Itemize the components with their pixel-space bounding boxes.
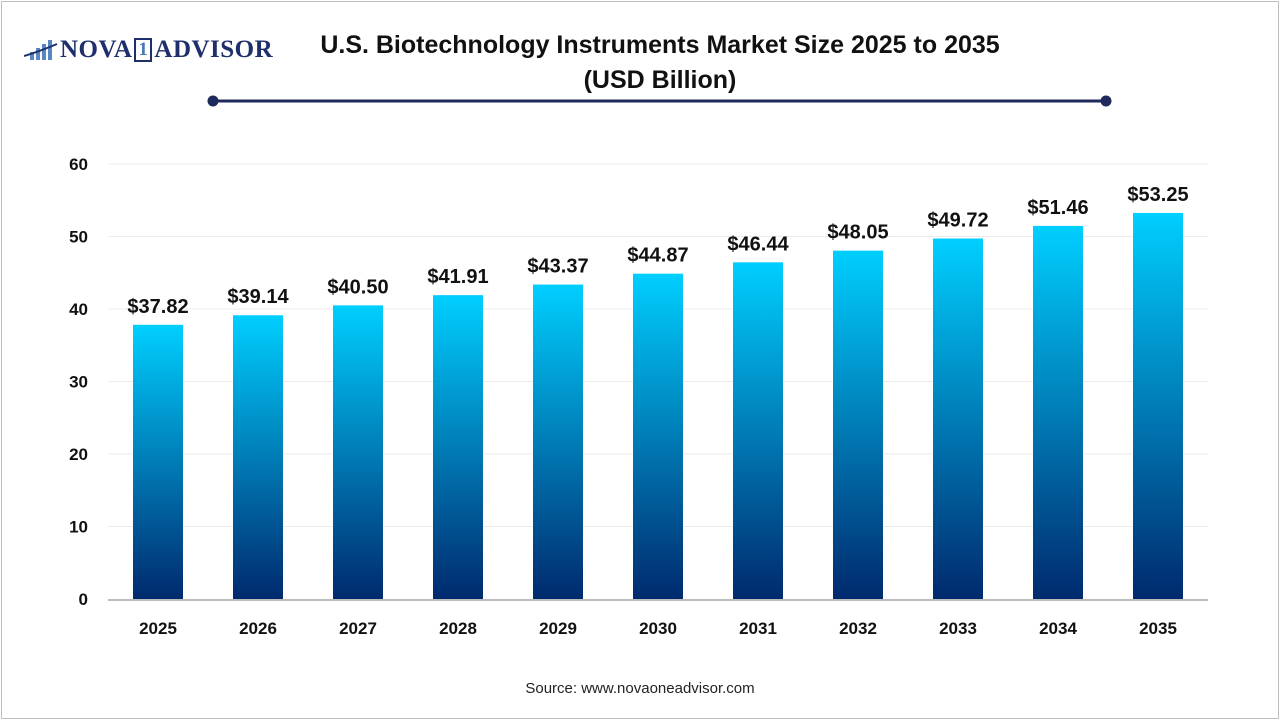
data-label: $49.72	[927, 210, 988, 232]
logo-text-nova: NOVA	[60, 36, 133, 63]
x-tick-label: 2031	[739, 619, 777, 638]
y-tick-label: 0	[79, 590, 88, 609]
y-tick-label: 60	[69, 155, 88, 174]
data-label: $51.46	[1027, 197, 1088, 219]
title-line-1: U.S. Biotechnology Instruments Market Si…	[320, 31, 1000, 59]
data-label: $40.50	[327, 276, 388, 298]
data-label: $44.87	[627, 245, 688, 267]
bar-2030	[633, 273, 683, 599]
data-label: $48.05	[827, 222, 888, 244]
x-tick-label: 2026	[239, 619, 277, 638]
nova-advisor-logo: NOVA 1 ADVISOR	[24, 36, 273, 64]
y-tick-label: 10	[69, 518, 88, 537]
x-tick-label: 2032	[839, 619, 877, 638]
bar-chart-logo-icon	[24, 40, 58, 60]
y-tick-label: 20	[69, 445, 88, 464]
x-tick-label: 2034	[1039, 619, 1077, 638]
bar-2031	[733, 262, 783, 599]
data-label: $41.91	[427, 266, 488, 288]
x-tick-label: 2025	[139, 619, 177, 638]
bar-2029	[533, 284, 583, 599]
logo-text-one: 1	[134, 38, 153, 62]
bar-2025	[133, 324, 183, 599]
y-tick-label: 50	[69, 228, 88, 247]
bar-2027	[333, 305, 383, 599]
bar-2028	[433, 295, 483, 599]
x-tick-label: 2029	[539, 619, 577, 638]
x-tick-label: 2030	[639, 619, 677, 638]
title-line-2: (USD Billion)	[583, 66, 737, 94]
bar-2033	[933, 238, 983, 599]
data-label: $46.44	[727, 233, 789, 255]
bar-2035	[1133, 212, 1183, 599]
y-tick-label: 30	[69, 373, 88, 392]
bar-2032	[833, 250, 883, 599]
data-label: $39.14	[227, 286, 289, 308]
bar-2026	[233, 315, 283, 599]
bar-2034	[1033, 225, 1083, 600]
data-label: $53.25	[1127, 184, 1188, 206]
x-tick-label: 2033	[939, 619, 977, 638]
x-tick-label: 2028	[439, 619, 477, 638]
title-rule-left-dot	[207, 95, 219, 107]
y-tick-label: 40	[69, 300, 88, 319]
title-rule-right-dot	[1100, 95, 1112, 107]
data-label: $43.37	[527, 256, 588, 278]
x-tick-label: 2035	[1139, 619, 1177, 638]
logo-text-advisor: ADVISOR	[154, 36, 274, 63]
chart-title: U.S. Biotechnology Instruments Market Si…	[200, 28, 1120, 98]
x-tick-label: 2027	[339, 619, 377, 638]
data-label: $37.82	[127, 296, 188, 318]
source-note: Source: www.novaoneadvisor.com	[525, 680, 755, 697]
